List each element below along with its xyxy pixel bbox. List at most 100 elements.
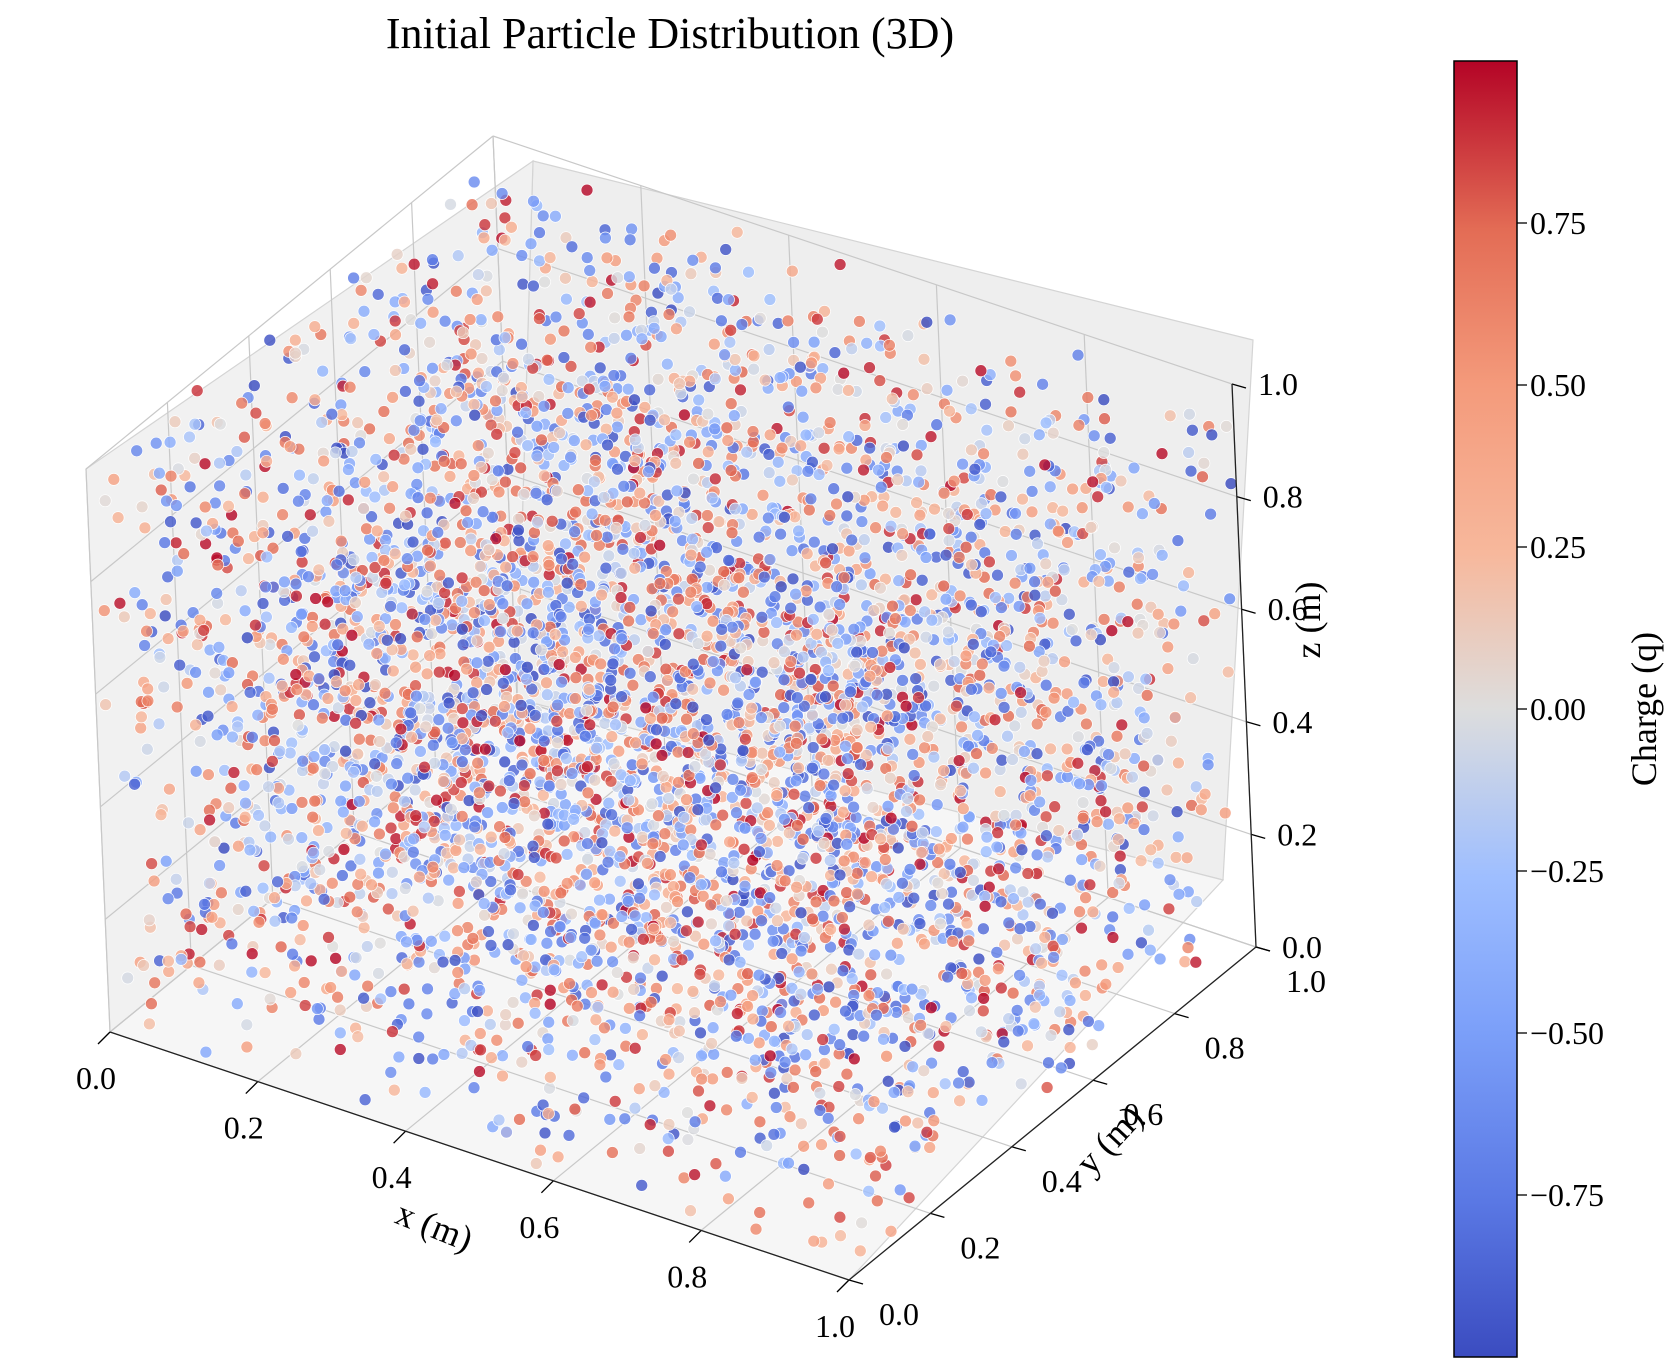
- scatter-point: [334, 534, 348, 548]
- scatter-point: [555, 675, 568, 689]
- scatter-point: [389, 618, 402, 631]
- scatter-point: [519, 406, 533, 420]
- scatter-point: [931, 856, 945, 869]
- scatter-point: [527, 279, 540, 293]
- scatter-point: [137, 959, 150, 972]
- scatter-point: [823, 509, 837, 522]
- scatter-point: [692, 393, 706, 407]
- scatter-point: [851, 887, 864, 901]
- scatter-point: [818, 1057, 832, 1070]
- scatter-point: [511, 425, 524, 439]
- scatter-point: [652, 809, 665, 823]
- scatter-point: [564, 360, 578, 373]
- scatter-point: [723, 835, 736, 849]
- scatter-point: [889, 612, 902, 625]
- scatter-point: [593, 893, 606, 907]
- scatter-point: [1161, 640, 1175, 654]
- scatter-point: [426, 305, 440, 319]
- scatter-point: [668, 514, 682, 528]
- scatter-point: [523, 722, 537, 735]
- scatter-point: [775, 441, 789, 455]
- scatter-point: [1171, 534, 1185, 547]
- scatter-point: [874, 581, 887, 595]
- scatter-point: [648, 953, 661, 967]
- scatter-point: [701, 509, 714, 522]
- scatter-point: [893, 1183, 907, 1197]
- scatter-point: [295, 831, 309, 844]
- scatter-point: [855, 700, 869, 714]
- scatter-point: [748, 927, 762, 941]
- scatter-point: [684, 548, 698, 562]
- scatter-point: [943, 313, 957, 327]
- scatter-point: [855, 515, 869, 528]
- scatter-point: [952, 551, 966, 564]
- scatter-point: [927, 1114, 941, 1128]
- scatter-point: [571, 483, 585, 497]
- scatter-point: [455, 810, 469, 823]
- scatter-point: [498, 663, 512, 676]
- scatter-point: [193, 823, 207, 837]
- scatter-point: [449, 414, 463, 428]
- scatter-point: [740, 663, 754, 677]
- scatter-point: [464, 347, 478, 361]
- scatter-point: [786, 572, 800, 586]
- scatter-point: [899, 699, 913, 713]
- scatter-point: [423, 649, 436, 662]
- scatter-point: [704, 898, 718, 912]
- scatter-point: [511, 512, 525, 526]
- scatter-point: [745, 508, 759, 521]
- scatter-point: [478, 218, 492, 232]
- scatter-point: [785, 1042, 799, 1056]
- scatter-point: [734, 641, 748, 655]
- scatter-point: [377, 554, 391, 567]
- scatter-point: [564, 931, 578, 944]
- scatter-point: [880, 967, 893, 981]
- scatter-point: [502, 774, 516, 787]
- scatter-point: [1113, 849, 1127, 863]
- scatter-point: [1082, 1015, 1095, 1028]
- scatter-point: [847, 622, 861, 636]
- scatter-point: [564, 450, 577, 464]
- scatter-point: [544, 332, 557, 346]
- scatter-point: [437, 455, 451, 468]
- scatter-point: [1063, 994, 1077, 1007]
- scatter-point: [637, 932, 650, 946]
- scatter-point: [896, 527, 909, 541]
- scatter-point: [725, 526, 739, 540]
- scatter-point: [686, 253, 700, 267]
- scatter-point: [628, 909, 642, 923]
- scatter-point: [524, 933, 538, 946]
- scatter-point: [565, 240, 579, 254]
- scatter-point: [438, 314, 452, 328]
- grid-line: [935, 284, 961, 848]
- scatter-point: [482, 640, 496, 654]
- scatter-point: [1008, 576, 1022, 590]
- scatter-point: [822, 1177, 835, 1191]
- scatter-point: [537, 469, 551, 483]
- scatter-point: [1047, 951, 1060, 964]
- scatter-point: [1170, 805, 1184, 819]
- scatter-point: [973, 668, 987, 682]
- scatter-point: [482, 543, 496, 557]
- scatter-point: [1023, 561, 1037, 575]
- scatter-point: [386, 480, 400, 493]
- scatter-point: [605, 808, 618, 821]
- scatter-point: [405, 730, 418, 744]
- scatter-point: [496, 1049, 509, 1063]
- scatter-point: [532, 390, 546, 403]
- scatter-point: [600, 251, 614, 265]
- scatter-point: [739, 732, 752, 746]
- scatter-point: [1002, 419, 1015, 433]
- scatter-point: [438, 828, 452, 842]
- scatter-point: [1146, 809, 1160, 823]
- scatter-point: [1031, 537, 1044, 551]
- scatter-point: [1002, 1012, 1016, 1026]
- scatter-point: [295, 555, 309, 569]
- scatter-point: [997, 659, 1011, 673]
- scatter-point: [860, 782, 874, 796]
- scatter-point: [485, 243, 499, 257]
- scatter-point: [351, 747, 365, 761]
- scatter-point: [797, 1163, 811, 1176]
- scatter-point: [797, 1139, 810, 1153]
- scatter-point: [1110, 729, 1124, 743]
